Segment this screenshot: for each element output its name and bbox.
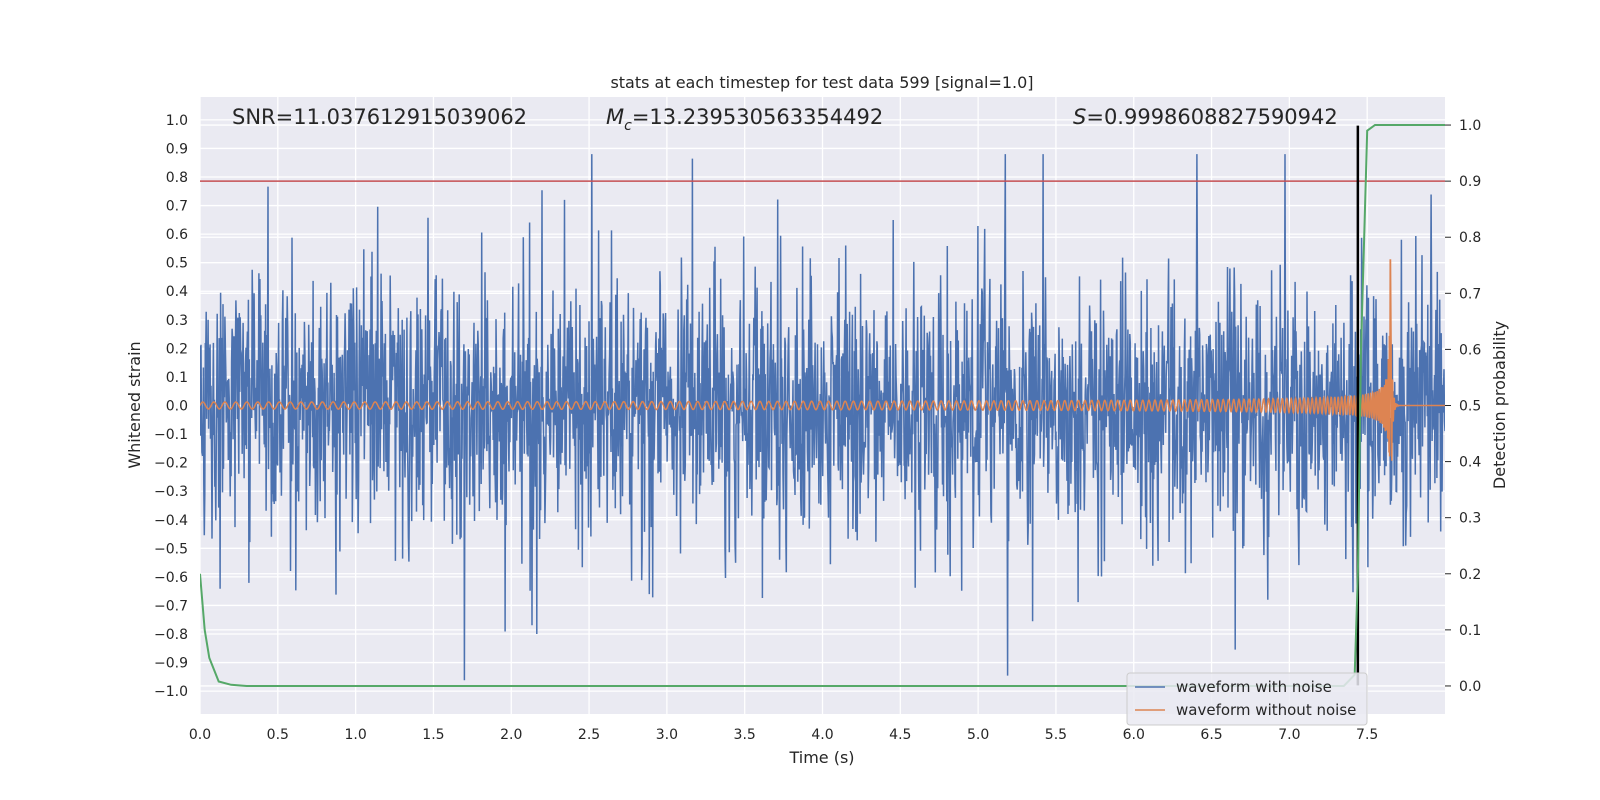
x-tick-label: 0.0 xyxy=(189,727,211,743)
x-tick-label: 6.5 xyxy=(1200,727,1222,743)
x-tick-label: 1.0 xyxy=(344,727,366,743)
y-tick-label: 0.0 xyxy=(166,399,188,415)
legend-label-clean: waveform without noise xyxy=(1176,701,1356,719)
snr-annotation: SNR=11.037612915039062 xyxy=(232,105,527,129)
y-axis-label: Whitened strain xyxy=(125,341,144,468)
s-symbol: S xyxy=(1073,105,1086,129)
y2-axis-label: Detection probability xyxy=(1490,321,1509,489)
y-tick-label: −0.1 xyxy=(154,427,188,443)
x-tick-label: 7.0 xyxy=(1278,727,1300,743)
x-tick-label: 6.0 xyxy=(1123,727,1145,743)
y2-tick-label: 0.8 xyxy=(1459,230,1481,246)
s-annotation: S=0.9998608827590942 xyxy=(1073,105,1338,129)
y-tick-label: −0.3 xyxy=(154,484,188,500)
chart-title: stats at each timestep for test data 599… xyxy=(610,73,1033,92)
y2-tick-label: 0.9 xyxy=(1459,174,1481,190)
mc-annotation: Mc=13.239530563354492 xyxy=(606,105,883,134)
y2-tick-label: 0.3 xyxy=(1459,511,1481,527)
x-axis-ticks: 0.0 0.5 1.0 1.5 2.0 2.5 3.0 3.5 4.0 4.5 5.0 5.5 6.0 6… xyxy=(189,727,1378,743)
x-tick-label: 4.5 xyxy=(889,727,911,743)
y2-tick-label: 0.2 xyxy=(1459,567,1481,583)
x-tick-label: 5.5 xyxy=(1045,727,1067,743)
legend: waveform with noise waveform without noi… xyxy=(1126,672,1368,726)
x-tick-label: 2.5 xyxy=(578,727,600,743)
y-tick-label: −0.4 xyxy=(154,513,188,529)
y2-tick-label: 0.7 xyxy=(1459,286,1481,302)
mc-value: =13.239530563354492 xyxy=(632,105,883,129)
y2-tick-label: 0.5 xyxy=(1459,399,1481,415)
y-tick-label: 0.4 xyxy=(166,284,188,300)
s-value: =0.9998608827590942 xyxy=(1086,105,1337,129)
y-tick-label: −0.9 xyxy=(154,656,188,672)
y-tick-label: 0.3 xyxy=(166,313,188,329)
y-tick-label: −0.7 xyxy=(154,598,188,614)
y-tick-label: 0.6 xyxy=(166,227,188,243)
x-tick-label: 3.5 xyxy=(734,727,756,743)
y-tick-label: 1.0 xyxy=(166,113,188,129)
x-tick-label: 5.0 xyxy=(967,727,989,743)
series-waveform-with-noise xyxy=(200,154,1445,681)
y-tick-label: 0.8 xyxy=(166,170,188,186)
x-tick-label: 3.0 xyxy=(656,727,678,743)
y2-tick-label: 1.0 xyxy=(1459,118,1481,134)
legend-box xyxy=(1126,672,1368,726)
x-tick-label: 4.0 xyxy=(811,727,833,743)
x-axis-label: Time (s) xyxy=(788,748,854,767)
y-tick-label: −1.0 xyxy=(154,684,188,700)
y-tick-label: 0.7 xyxy=(166,199,188,215)
legend-label-noise: waveform with noise xyxy=(1176,678,1332,696)
y-tick-label: −0.6 xyxy=(154,570,188,586)
series-waveform-without-noise xyxy=(200,259,1445,461)
y2-tick-label: 0.4 xyxy=(1459,455,1481,471)
y2-tick-label: 0.0 xyxy=(1459,679,1481,695)
y-axis-ticks: 1.0 0.9 0.8 0.7 0.6 0.5 0.4 0.3 0.2 0.1 0.0 −0.1 −0.… xyxy=(154,113,188,700)
mc-symbol: M xyxy=(606,105,624,129)
y2-tick-label: 0.6 xyxy=(1459,342,1481,358)
y2-tick-label: 0.1 xyxy=(1459,623,1481,639)
y-tick-label: 0.2 xyxy=(166,341,188,357)
y-tick-label: −0.8 xyxy=(154,627,188,643)
y-tick-label: −0.2 xyxy=(154,456,188,472)
y2-axis-ticks: 1.0 0.9 0.8 0.7 0.6 0.5 0.4 0.3 0.2 0.1 0.0 xyxy=(1445,118,1481,695)
x-tick-label: 2.0 xyxy=(500,727,522,743)
y-tick-label: −0.5 xyxy=(154,541,188,557)
mc-subscript: c xyxy=(624,118,632,134)
y-tick-label: 0.5 xyxy=(166,256,188,272)
x-tick-label: 1.5 xyxy=(422,727,444,743)
y-tick-label: 0.9 xyxy=(166,141,188,157)
y-tick-label: 0.1 xyxy=(166,370,188,386)
x-tick-label: 0.5 xyxy=(267,727,289,743)
x-tick-label: 7.5 xyxy=(1356,727,1378,743)
